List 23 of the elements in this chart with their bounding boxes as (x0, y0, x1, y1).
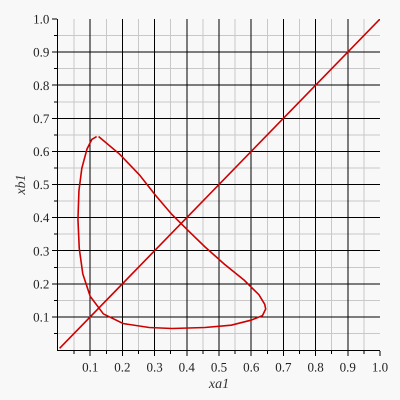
x-axis-title: xa1 (208, 376, 230, 392)
x-tick-label: 1.0 (372, 360, 388, 375)
x-tick-label: 0.9 (340, 360, 356, 375)
y-tick-label: 0.4 (33, 210, 50, 226)
line-series (77, 136, 266, 330)
y-tick-label: 0.5 (33, 177, 50, 192)
x-tick-label: 0.2 (114, 360, 131, 375)
x-tick-label: 0.6 (243, 360, 260, 375)
x-tick-label: 0.3 (146, 360, 163, 375)
y-tick-label: 0.6 (33, 144, 50, 159)
x-tick-label: 0.5 (210, 360, 228, 375)
y-tick-label: 1.0 (33, 12, 50, 27)
x-tick-label: 0.8 (307, 360, 324, 375)
x-tick-label: 0.7 (275, 360, 292, 375)
y-tick-label: 0.2 (33, 276, 50, 292)
y-tick-label: 0.8 (33, 78, 50, 93)
y-tick-label: 0.9 (33, 44, 50, 60)
y-axis-title: xb1 (14, 174, 29, 196)
y-tick-label: 0.7 (33, 110, 50, 126)
x-tick-label: 0.4 (178, 360, 196, 375)
y-tick-label: 0.1 (33, 309, 50, 324)
y-tick-label: 0.3 (33, 243, 50, 258)
x-tick-label: 0.1 (82, 360, 98, 375)
